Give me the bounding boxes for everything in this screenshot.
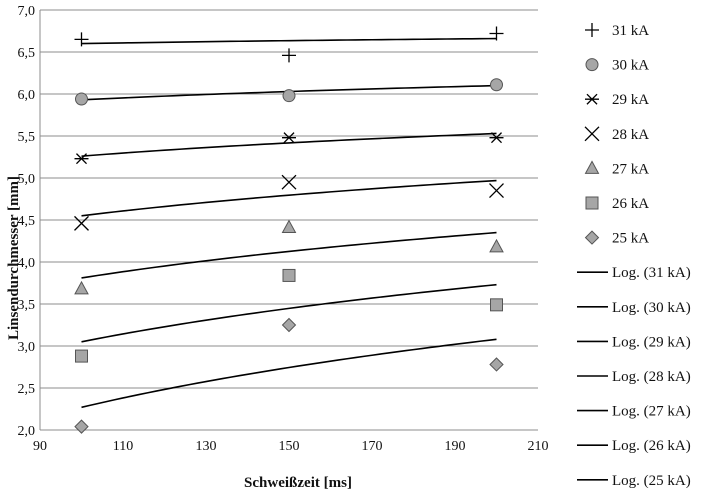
y-tick-label: 4,5: [18, 214, 36, 229]
y-tick-label: 6,5: [18, 46, 36, 61]
y-tick-label: 3,0: [18, 340, 36, 355]
y-tick-label: 5,5: [18, 130, 36, 145]
x-tick-label: 110: [113, 439, 133, 454]
data-point: [489, 357, 504, 372]
legend-label: 27 kA: [612, 161, 649, 177]
data-markers: [74, 26, 504, 434]
legend-label: Log. (26 kA): [612, 438, 691, 454]
trend-line: [81, 132, 497, 157]
legend-label: 31 kA: [612, 23, 649, 39]
legend-label: Log. (27 kA): [612, 404, 691, 420]
x-tick-label: 170: [362, 439, 383, 454]
legend-label: Log. (25 kA): [612, 473, 691, 489]
x-tick-label: 90: [33, 439, 47, 454]
y-tick-labels: 2,0 2,5 3,0 3,5 4,0 4,5 5,0 5,5 6,0 6,5 7,0: [18, 4, 36, 439]
y-tick-label: 5,0: [18, 172, 36, 187]
y-tick-label: 4,0: [18, 256, 36, 271]
legend-label: 25 kA: [612, 231, 649, 247]
legend-marker: [585, 196, 599, 210]
legend-label: 29 kA: [612, 92, 649, 108]
data-point: [282, 89, 296, 103]
data-point: [489, 238, 504, 253]
legend-marker: [584, 126, 600, 142]
legend-label: 30 kA: [612, 58, 649, 74]
x-tick-labels: 90 110 130 150 170 190 210: [33, 439, 549, 454]
y-tick-label: 2,5: [18, 382, 36, 397]
legend-marker: [585, 23, 599, 37]
legend-label: Log. (28 kA): [612, 369, 691, 385]
y-tick-label: 3,5: [18, 298, 36, 313]
x-tick-label: 190: [445, 439, 466, 454]
legend-marker: [584, 230, 600, 245]
trend-line: [81, 283, 497, 343]
legend-label: Log. (31 kA): [612, 265, 691, 281]
data-point: [74, 280, 89, 295]
data-point: [282, 268, 296, 282]
legend-marker: [584, 160, 600, 174]
trend-line: [81, 338, 497, 409]
data-point: [282, 48, 296, 63]
x-tick-label: 210: [528, 439, 549, 454]
data-point: [489, 183, 504, 199]
data-point: [74, 215, 89, 231]
data-point: [75, 349, 88, 363]
y-tick-label: 2,0: [18, 424, 36, 439]
data-point: [74, 419, 89, 434]
trend-lines: [81, 37, 497, 409]
data-point: [282, 132, 296, 144]
data-point: [281, 174, 297, 190]
data-point: [281, 219, 297, 234]
x-tick-label: 150: [279, 439, 300, 454]
data-point: [74, 32, 89, 47]
data-point: [281, 317, 297, 333]
legend-label: Log. (29 kA): [612, 334, 691, 350]
data-point: [490, 298, 503, 312]
legend: 31 kA 30 kA 29 kA 28 kA 27 kA 26 kA 25 kA Log. …: [577, 23, 691, 489]
x-axis-label: Schweißzeit [ms]: [244, 475, 352, 491]
legend-marker: [585, 93, 599, 105]
y-tick-label: 6,0: [18, 88, 36, 103]
trend-line: [81, 37, 497, 45]
y-tick-label: 7,0: [18, 4, 36, 19]
data-point: [489, 26, 504, 41]
legend-label: 26 kA: [612, 196, 649, 212]
data-point: [75, 92, 88, 106]
legend-label: 28 kA: [612, 127, 649, 143]
trend-line: [81, 179, 497, 217]
data-point: [74, 153, 89, 165]
trend-line: [81, 231, 497, 279]
data-point: [490, 78, 503, 92]
data-point: [489, 132, 504, 144]
legend-marker: [585, 58, 599, 72]
y-axis-label: Linsendurchmesser [mm]: [6, 176, 22, 340]
legend-label: Log. (30 kA): [612, 300, 691, 316]
x-tick-label: 130: [196, 439, 217, 454]
